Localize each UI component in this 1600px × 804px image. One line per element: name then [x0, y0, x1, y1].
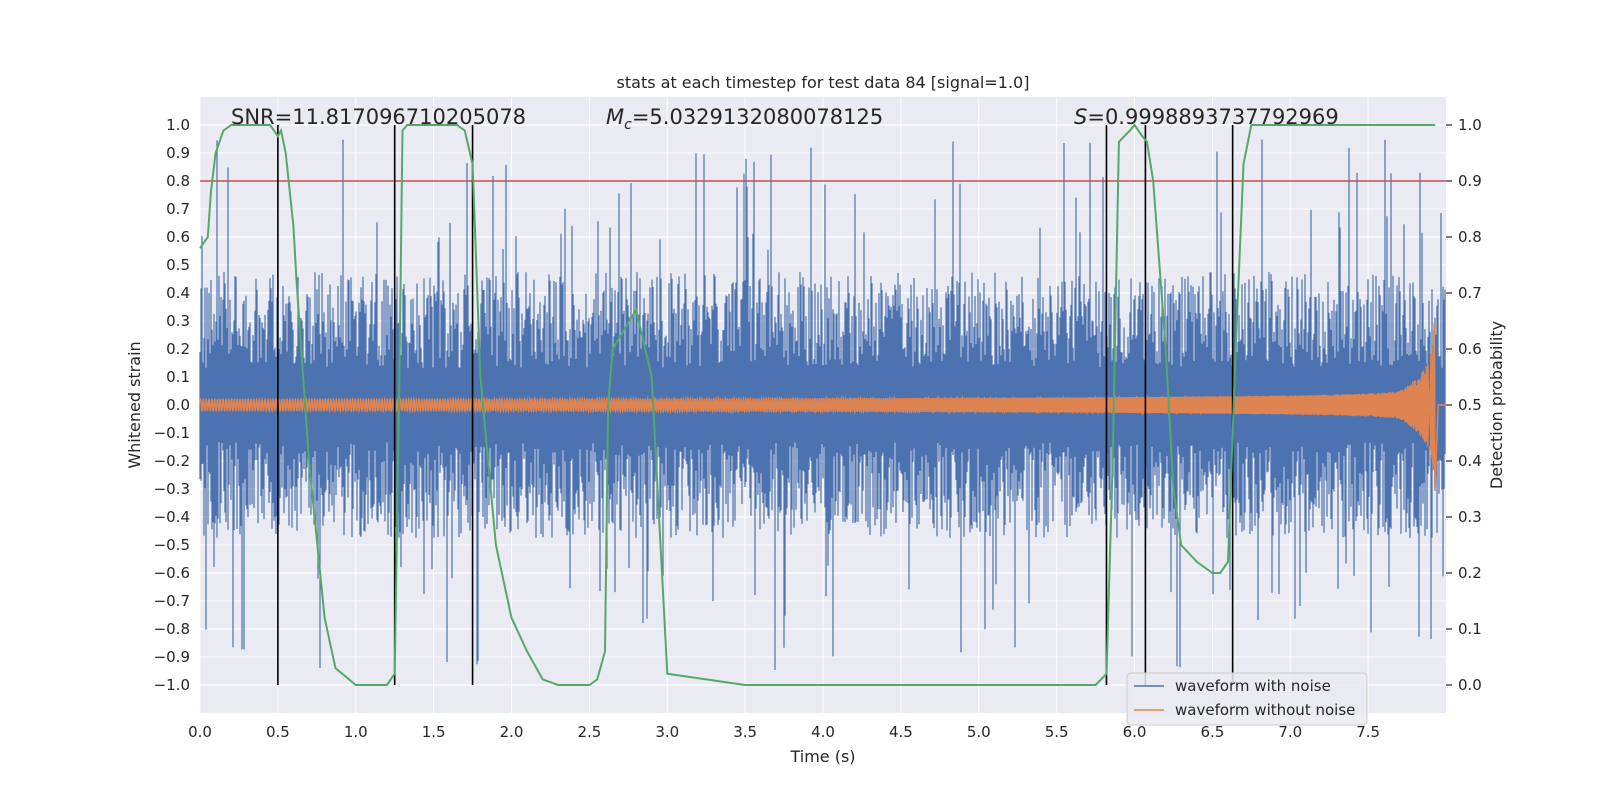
legend: waveform with noise waveform without noi…	[1126, 672, 1368, 726]
x-axis-ticks: 0.0 0.5 1.0 1.5 2.0 2.5 3.0 3.5 4.0 4.5 5.0 5.5 6.0 6…	[188, 723, 1380, 741]
y-tick-label: −0.5	[154, 536, 190, 554]
y-tick-label: 0.8	[166, 172, 190, 190]
y2-tick-label: 0.9	[1458, 172, 1482, 190]
y-tick-label: 0.0	[166, 396, 190, 414]
y-tick-label: 0.4	[166, 284, 190, 302]
y2-axis-ticks: 1.0 0.9 0.8 0.7 0.6 0.5 0.4 0.3 0.2 0.1 0.0	[1446, 116, 1482, 694]
chirp-mass-annotation: Mc=5.0329132080078125	[606, 105, 883, 133]
y-tick-label: 0.1	[166, 368, 190, 386]
snr-annotation: SNR=11.817096710205078	[231, 105, 526, 129]
chart-title: stats at each timestep for test data 84 …	[617, 73, 1030, 92]
y-tick-label: −0.6	[154, 564, 190, 582]
y-tick-label: 0.6	[166, 228, 190, 246]
y2-tick-label: 0.0	[1458, 676, 1482, 694]
score-annotation: S=0.9998893737792969	[1074, 105, 1339, 129]
series-detection-probability	[199, 123, 1436, 686]
x-tick-label: 4.0	[811, 723, 835, 741]
y-axis-ticks: 1.0 0.9 0.8 0.7 0.6 0.5 0.4 0.3 0.2 0.1 0.0 −0.1 −0.…	[154, 116, 190, 694]
y-tick-label: −0.3	[154, 480, 190, 498]
y-tick-label: 1.0	[166, 116, 190, 134]
x-tick-label: 1.0	[344, 723, 368, 741]
legend-label-noise: waveform with noise	[1175, 677, 1331, 695]
y2-tick-label: 1.0	[1458, 116, 1482, 134]
y2-tick-label: 0.7	[1458, 284, 1482, 302]
y-tick-label: −0.2	[154, 452, 190, 470]
y2-tick-label: 0.4	[1458, 452, 1482, 470]
x-tick-label: 2.5	[577, 723, 601, 741]
y2-tick-label: 0.2	[1458, 564, 1482, 582]
legend-label-clean: waveform without noise	[1175, 701, 1355, 719]
x-tick-label: 4.5	[889, 723, 913, 741]
x-tick-label: 5.5	[1045, 723, 1069, 741]
y2-tick-label: 0.6	[1458, 340, 1482, 358]
x-tick-label: 1.5	[422, 723, 446, 741]
y2-tick-label: 0.5	[1458, 396, 1482, 414]
y-tick-label: 0.9	[166, 144, 190, 162]
y-tick-label: −0.8	[154, 620, 190, 638]
y2-axis-label: Detection probability	[1487, 321, 1506, 489]
y-tick-label: 0.3	[166, 312, 190, 330]
x-tick-label: 0.0	[188, 723, 212, 741]
x-tick-label: 6.0	[1123, 723, 1147, 741]
x-tick-label: 2.0	[500, 723, 524, 741]
y-tick-label: −0.4	[154, 508, 190, 526]
x-tick-label: 3.0	[655, 723, 679, 741]
y2-tick-label: 0.3	[1458, 508, 1482, 526]
y-tick-label: 0.5	[166, 256, 190, 274]
y-tick-label: 0.2	[166, 340, 190, 358]
x-tick-label: 0.5	[266, 723, 290, 741]
y-tick-label: −0.7	[154, 592, 190, 610]
x-axis-label: Time (s)	[789, 747, 855, 766]
chirp-trace	[199, 322, 1446, 490]
series-waveform-without-noise	[199, 322, 1446, 490]
legend-box	[1126, 672, 1368, 726]
y-axis-label: Whitened strain	[125, 341, 144, 468]
vertical-markers	[277, 125, 1234, 685]
y-tick-label: −1.0	[154, 676, 190, 694]
x-tick-label: 3.5	[733, 723, 757, 741]
x-tick-label: 7.0	[1278, 723, 1302, 741]
y-tick-label: −0.1	[154, 424, 190, 442]
x-tick-label: 7.5	[1356, 723, 1380, 741]
y-tick-label: 0.7	[166, 200, 190, 218]
y2-tick-label: 0.8	[1458, 228, 1482, 246]
x-tick-label: 6.5	[1200, 723, 1224, 741]
x-tick-label: 5.0	[967, 723, 991, 741]
y-tick-label: −0.9	[154, 648, 190, 666]
y2-tick-label: 0.1	[1458, 620, 1482, 638]
